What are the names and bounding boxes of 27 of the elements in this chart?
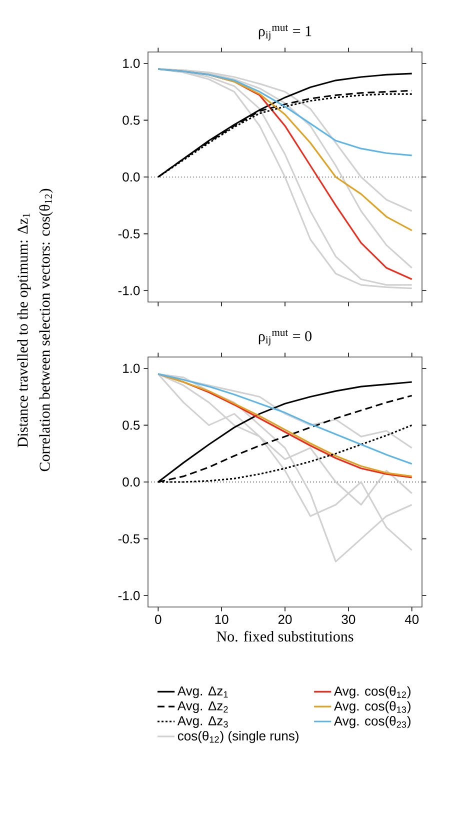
x-tick-label: 20 [278,614,292,624]
legend-label: Avg. Δz$_{3}$ [177,716,228,728]
x-tick-label: 0 [155,614,162,624]
y-tick-label: 0.5 [122,420,140,430]
x-tick-label: 30 [342,614,356,624]
y-tick-label: 1.0 [123,58,140,68]
legend-label: Avg. cos(θ$_{13}$) [334,701,410,714]
y-tick-label: -1.0 [118,286,140,296]
y-axis-title: Distance travelled to the optimum: Δz$_{1}$ [17,213,31,448]
legend-label: Avg. cos(θ$_{23}$) [334,716,410,728]
legend-label: cos(θ$_{12}$) (single runs) [178,730,298,744]
chart-title: ρ$_{ij}$$^{mut}$ = 1 [258,24,312,40]
y-tick-label: -1.0 [118,591,140,600]
y-tick-label: 0.5 [122,116,140,125]
x-tick-label: 10 [215,614,228,624]
x-axis-title: No. fixed substitutions [216,630,354,642]
legend-label: Avg. Δz$_{2}$ [177,701,228,713]
chart-title: ρ$_{ij}$$^{mut}$ = 0 [258,330,312,346]
y-tick-label: 0.0 [122,477,140,487]
legend-label: Avg. Δz$_{1}$ [177,686,228,698]
legend-label: Avg. cos(θ$_{12}$) [334,686,410,698]
y-axis-title: Correlation between selection vectors: cos(θ$_{12}$) [39,188,53,472]
x-tick-label: 40 [404,614,419,624]
y-tick-label: -0.5 [118,534,140,544]
y-tick-label: -0.5 [118,229,140,238]
y-tick-label: 0.0 [122,172,140,182]
y-tick-label: 1.0 [123,364,140,373]
